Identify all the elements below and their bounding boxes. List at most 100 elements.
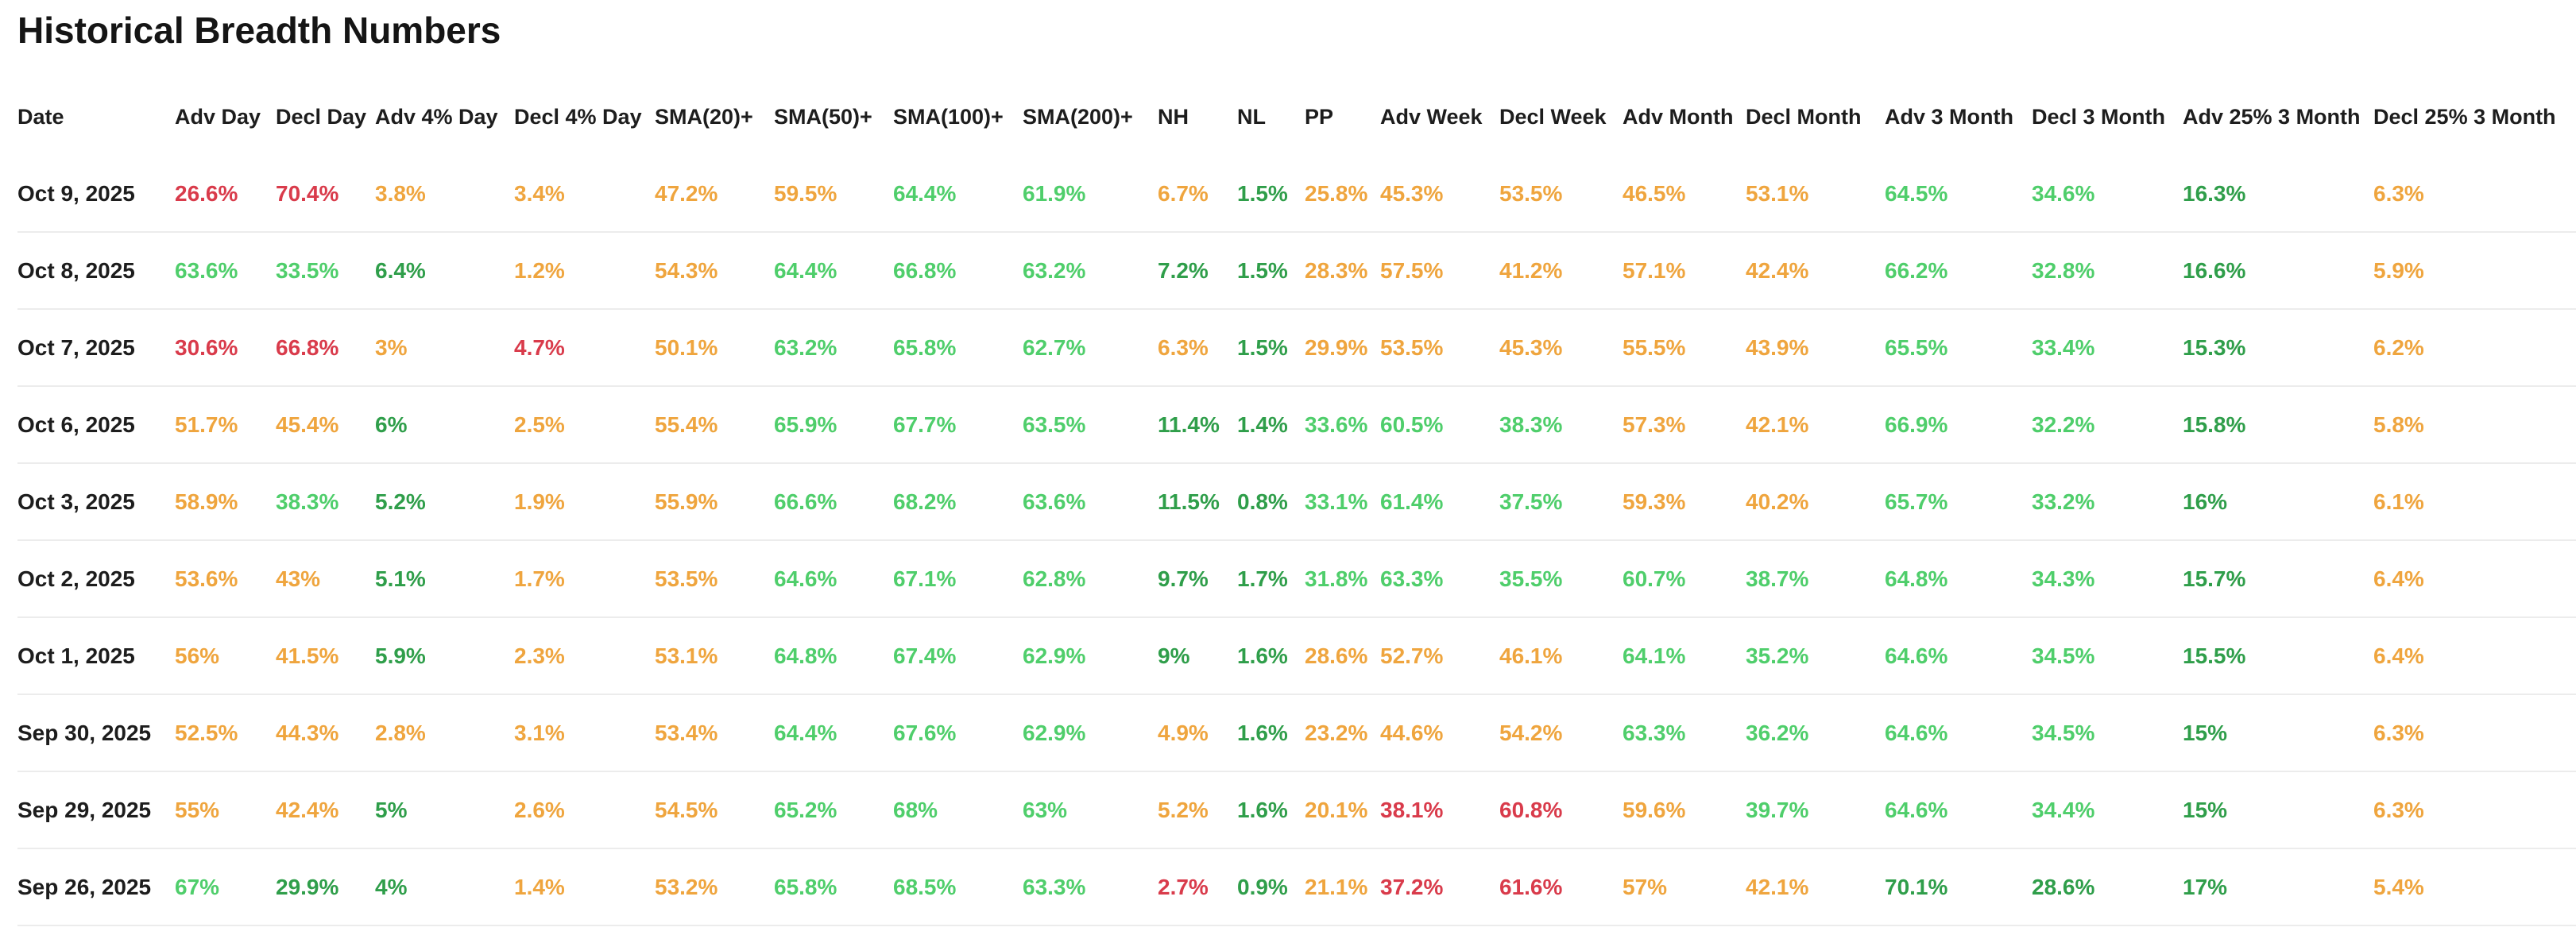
breadth-table: Date Adv Day Decl Day Adv 4% Day Decl 4% Day… bbox=[0, 92, 2576, 926]
cell-decl-month: 35.2% bbox=[1746, 643, 1809, 668]
cell-sma50: 64.8% bbox=[774, 643, 837, 668]
cell-decl-3-month: 32.2% bbox=[2032, 412, 2095, 437]
cell-decl-month: 53.1% bbox=[1746, 180, 1809, 206]
column-header-decl-3-month: Decl 3 Month bbox=[2032, 104, 2166, 129]
column-header-decl-25-3-month: Decl 25% 3 Month bbox=[2373, 104, 2556, 129]
column-header-adv-4-day: Adv 4% Day bbox=[375, 104, 498, 129]
cell-adv-month: 46.5% bbox=[1623, 180, 1686, 206]
cell-sma50: 65.9% bbox=[774, 412, 837, 437]
cell-adv-3-month: 70.1% bbox=[1885, 874, 1948, 899]
cell-adv-day: 30.6% bbox=[175, 334, 238, 360]
cell-nl: 1.7% bbox=[1237, 566, 1288, 591]
cell-decl-4-day: 2.6% bbox=[514, 797, 565, 822]
cell-decl-25-3-month: 6.3% bbox=[2373, 797, 2424, 822]
table-row: Oct 8, 2025 63.6% 33.5% 6.4% 1.2% 54.3% 64.4% 6… bbox=[17, 233, 2576, 310]
cell-decl-day: 42.4% bbox=[276, 797, 339, 822]
cell-sma100: 65.8% bbox=[893, 334, 957, 360]
cell-decl-25-3-month: 6.1% bbox=[2373, 489, 2424, 514]
cell-decl-day: 66.8% bbox=[276, 334, 339, 360]
cell-sma20: 53.2% bbox=[655, 874, 718, 899]
cell-adv-month: 57% bbox=[1623, 874, 1668, 899]
date-cell: Oct 8, 2025 bbox=[17, 257, 135, 283]
cell-adv-25-3-month: 15.3% bbox=[2183, 334, 2246, 360]
cell-adv-3-month: 66.2% bbox=[1885, 257, 1948, 283]
cell-decl-week: 45.3% bbox=[1499, 334, 1563, 360]
cell-sma200: 61.9% bbox=[1023, 180, 1086, 206]
cell-sma100: 64.4% bbox=[893, 180, 957, 206]
cell-adv-day: 52.5% bbox=[175, 720, 238, 745]
cell-sma200: 63.6% bbox=[1023, 489, 1086, 514]
column-header-nh: NH bbox=[1158, 104, 1189, 129]
cell-adv-week: 61.4% bbox=[1380, 489, 1444, 514]
cell-sma50: 64.6% bbox=[774, 566, 837, 591]
cell-decl-month: 42.1% bbox=[1746, 412, 1809, 437]
cell-decl-4-day: 3.1% bbox=[514, 720, 565, 745]
page-title: Historical Breadth Numbers bbox=[17, 10, 501, 51]
cell-adv-month: 60.7% bbox=[1623, 566, 1686, 591]
cell-adv-week: 52.7% bbox=[1380, 643, 1444, 668]
cell-pp: 33.1% bbox=[1305, 489, 1368, 514]
cell-nl: 1.5% bbox=[1237, 180, 1288, 206]
cell-decl-week: 61.6% bbox=[1499, 874, 1563, 899]
cell-sma200: 63.5% bbox=[1023, 412, 1086, 437]
cell-sma50: 65.8% bbox=[774, 874, 837, 899]
cell-decl-4-day: 2.5% bbox=[514, 412, 565, 437]
cell-sma20: 50.1% bbox=[655, 334, 718, 360]
cell-adv-4-day: 6.4% bbox=[375, 257, 426, 283]
cell-adv-25-3-month: 15.5% bbox=[2183, 643, 2246, 668]
column-header-adv-week: Adv Week bbox=[1380, 104, 1483, 129]
cell-nl: 0.8% bbox=[1237, 489, 1288, 514]
cell-decl-week: 35.5% bbox=[1499, 566, 1563, 591]
cell-nh: 11.5% bbox=[1158, 489, 1220, 514]
cell-decl-month: 39.7% bbox=[1746, 797, 1809, 822]
cell-adv-4-day: 5.1% bbox=[375, 566, 426, 591]
column-header-adv-3-month: Adv 3 Month bbox=[1885, 104, 2013, 129]
cell-sma50: 63.2% bbox=[774, 334, 837, 360]
date-cell: Sep 30, 2025 bbox=[17, 720, 152, 745]
cell-decl-day: 44.3% bbox=[276, 720, 339, 745]
cell-sma100: 68.2% bbox=[893, 489, 957, 514]
date-cell: Oct 2, 2025 bbox=[17, 566, 135, 591]
cell-decl-3-month: 34.4% bbox=[2032, 797, 2095, 822]
cell-decl-day: 41.5% bbox=[276, 643, 339, 668]
table-row: Sep 29, 2025 55% 42.4% 5% 2.6% 54.5% 65.2% 68% 6… bbox=[17, 772, 2576, 849]
cell-sma200: 63.3% bbox=[1023, 874, 1086, 899]
table-row: Oct 7, 2025 30.6% 66.8% 3% 4.7% 50.1% 63.2% 65.… bbox=[17, 310, 2576, 387]
table-body: Oct 9, 2025 26.6% 70.4% 3.8% 3.4% 47.2% 59.5% 6… bbox=[0, 141, 2576, 926]
cell-pp: 23.2% bbox=[1305, 720, 1368, 745]
date-cell: Oct 6, 2025 bbox=[17, 412, 135, 437]
cell-sma100: 66.8% bbox=[893, 257, 957, 283]
cell-decl-day: 43% bbox=[276, 566, 321, 591]
cell-decl-3-month: 34.3% bbox=[2032, 566, 2095, 591]
cell-decl-week: 46.1% bbox=[1499, 643, 1563, 668]
cell-adv-week: 44.6% bbox=[1380, 720, 1444, 745]
cell-adv-month: 57.3% bbox=[1623, 412, 1686, 437]
cell-sma50: 65.2% bbox=[774, 797, 837, 822]
date-cell: Oct 7, 2025 bbox=[17, 334, 135, 360]
cell-adv-week: 53.5% bbox=[1380, 334, 1444, 360]
cell-decl-3-month: 33.2% bbox=[2032, 489, 2095, 514]
cell-adv-week: 63.3% bbox=[1380, 566, 1444, 591]
cell-decl-25-3-month: 6.4% bbox=[2373, 566, 2424, 591]
cell-decl-4-day: 4.7% bbox=[514, 334, 565, 360]
cell-sma20: 55.9% bbox=[655, 489, 718, 514]
cell-nl: 1.6% bbox=[1237, 643, 1288, 668]
table-row: Oct 2, 2025 53.6% 43% 5.1% 1.7% 53.5% 64.6% 67.… bbox=[17, 541, 2576, 618]
table-row: Sep 30, 2025 52.5% 44.3% 2.8% 3.1% 53.4% 64.4%… bbox=[17, 695, 2576, 772]
cell-sma20: 47.2% bbox=[655, 180, 718, 206]
cell-decl-4-day: 1.9% bbox=[514, 489, 565, 514]
cell-decl-day: 33.5% bbox=[276, 257, 339, 283]
cell-decl-month: 36.2% bbox=[1746, 720, 1809, 745]
cell-nh: 11.4% bbox=[1158, 412, 1220, 437]
cell-sma50: 64.4% bbox=[774, 720, 837, 745]
column-header-decl-4-day: Decl 4% Day bbox=[514, 104, 642, 129]
cell-adv-3-month: 64.8% bbox=[1885, 566, 1948, 591]
cell-adv-4-day: 3.8% bbox=[375, 180, 426, 206]
cell-sma50: 64.4% bbox=[774, 257, 837, 283]
cell-decl-25-3-month: 5.8% bbox=[2373, 412, 2424, 437]
column-header-pp: PP bbox=[1305, 104, 1334, 129]
cell-pp: 28.3% bbox=[1305, 257, 1368, 283]
cell-decl-week: 38.3% bbox=[1499, 412, 1563, 437]
date-cell: Oct 3, 2025 bbox=[17, 489, 135, 514]
cell-sma20: 54.5% bbox=[655, 797, 718, 822]
